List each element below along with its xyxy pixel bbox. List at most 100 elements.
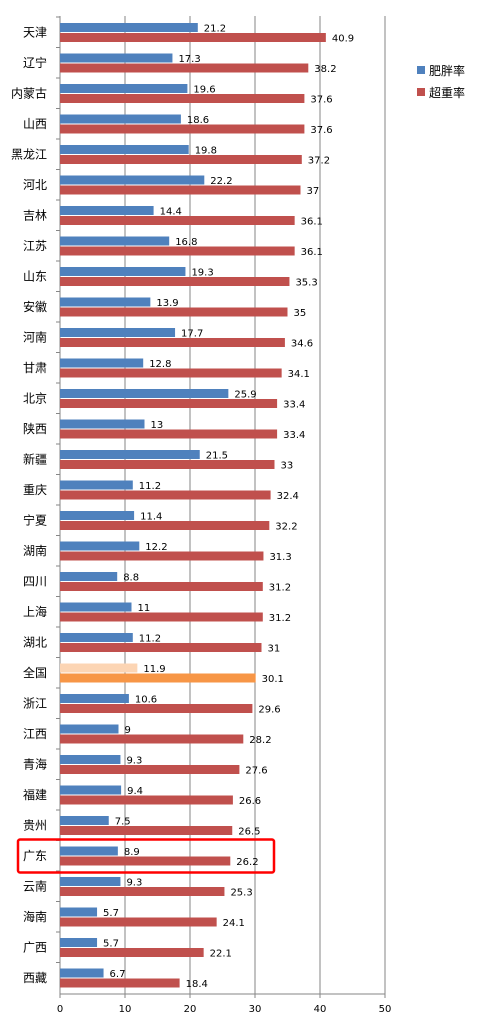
data-label: 11.4	[140, 512, 162, 523]
bar-series-2	[60, 277, 290, 286]
data-label: 19.6	[193, 85, 215, 96]
bar-series-2	[60, 124, 305, 134]
data-label: 18.4	[186, 979, 208, 990]
bar-series-2	[60, 155, 302, 164]
data-label: 21.5	[206, 451, 228, 462]
data-label: 18.6	[187, 115, 209, 126]
category-label: 河北	[23, 178, 47, 192]
bar-series-1	[60, 755, 121, 764]
data-label: 26.5	[238, 827, 260, 838]
bar-series-2	[60, 734, 244, 744]
data-label: 8.8	[123, 573, 139, 584]
highlight-box	[16, 838, 276, 874]
bar-series-1	[60, 53, 173, 63]
data-label: 19.3	[191, 268, 213, 279]
bar-series-2	[60, 917, 217, 927]
data-label: 40.9	[332, 34, 354, 45]
legend: 肥胖率 超重率	[417, 63, 465, 100]
data-label: 37	[307, 186, 320, 197]
bar-series-2	[60, 216, 295, 225]
data-label: 12.2	[145, 542, 167, 553]
category-label: 四川	[23, 574, 47, 588]
bar-series-1	[60, 694, 129, 703]
category-label: 陕西	[23, 421, 47, 436]
category-label: 天津	[23, 25, 47, 39]
bar-series-2	[60, 185, 301, 195]
data-label: 38.2	[314, 64, 336, 75]
data-label: 19.8	[195, 146, 217, 157]
bar-series-2	[60, 307, 288, 317]
category-label: 宁夏	[23, 512, 47, 527]
data-label: 5.7	[103, 908, 119, 919]
category-label: 西藏	[23, 971, 47, 985]
bar-series-2	[60, 368, 282, 378]
category-label: 浙江	[23, 696, 47, 710]
bar-series-1	[60, 816, 109, 825]
bar-series-1	[60, 267, 186, 276]
highlight-rectangle	[16, 838, 276, 874]
data-label: 35.3	[295, 278, 317, 289]
x-axis-ticks: 0 10 20 30 40 50	[57, 994, 392, 1015]
bar-series-1	[60, 450, 200, 459]
category-label: 青海	[23, 756, 47, 771]
category-label: 云南	[23, 878, 47, 893]
data-label: 12.8	[149, 359, 171, 370]
data-label: 25.3	[230, 888, 252, 899]
bar-series-1	[60, 389, 229, 398]
value-labels: 21.2 40.9 17.3 38.2 19.6 37.6 18.6 37.6 19.8 37.2…	[103, 24, 354, 991]
data-label: 28.2	[249, 735, 271, 746]
bar-series-2	[60, 978, 180, 988]
category-label: 广西	[23, 940, 47, 954]
data-label: 9	[125, 725, 131, 736]
legend-swatch-series-2	[417, 88, 425, 96]
bar-series-1	[60, 907, 98, 917]
x-tick-label: 50	[379, 1004, 392, 1015]
bar-series-2	[60, 460, 275, 469]
category-label: 广东	[23, 849, 47, 863]
data-label: 30.1	[262, 674, 284, 685]
data-label: 31.2	[269, 613, 291, 624]
x-tick-label: 30	[249, 1004, 262, 1015]
data-label: 33.4	[283, 430, 305, 441]
bar-series-2	[60, 612, 263, 622]
bar-series-1	[60, 114, 181, 124]
data-label: 8.9	[124, 847, 140, 858]
data-label: 17.7	[181, 329, 203, 340]
data-label: 9.4	[127, 786, 143, 797]
data-label: 13	[151, 420, 164, 431]
data-label: 31.3	[269, 552, 291, 563]
data-label: 29.6	[258, 705, 280, 716]
data-label: 26.2	[236, 857, 258, 868]
bar-series-2	[60, 887, 225, 896]
bar-series-2	[60, 490, 271, 500]
category-label: 河南	[23, 329, 47, 344]
bar-series-2	[60, 765, 240, 774]
category-label: 山西	[23, 117, 47, 131]
data-label: 17.3	[178, 54, 200, 65]
bar-series-2	[60, 94, 305, 103]
bar-series-1	[60, 938, 98, 947]
x-tick-label: 40	[314, 1004, 327, 1015]
bar-series-1	[60, 633, 133, 642]
bar-series-1	[60, 23, 198, 32]
data-label: 22.2	[210, 176, 232, 187]
category-label: 全国	[23, 665, 47, 680]
category-label: 贵州	[23, 818, 47, 832]
bar-series-2	[60, 399, 278, 408]
data-label: 32.4	[277, 491, 299, 502]
data-label: 36.1	[301, 217, 323, 228]
bar-series-1	[60, 84, 188, 93]
bar-series-1	[60, 785, 122, 795]
bar-series-2	[60, 246, 295, 256]
data-label: 16.8	[175, 237, 197, 248]
data-label: 37.6	[310, 95, 332, 106]
category-label: 湖北	[23, 634, 47, 649]
x-tick-label: 10	[119, 1004, 132, 1015]
data-label: 11	[138, 603, 151, 614]
x-tick-label: 0	[57, 1004, 63, 1015]
data-label: 32.2	[275, 522, 297, 533]
bar-series-1	[60, 358, 144, 368]
category-label: 辽宁	[23, 55, 47, 70]
data-label: 25.9	[234, 390, 256, 401]
category-label: 福建	[23, 787, 47, 802]
